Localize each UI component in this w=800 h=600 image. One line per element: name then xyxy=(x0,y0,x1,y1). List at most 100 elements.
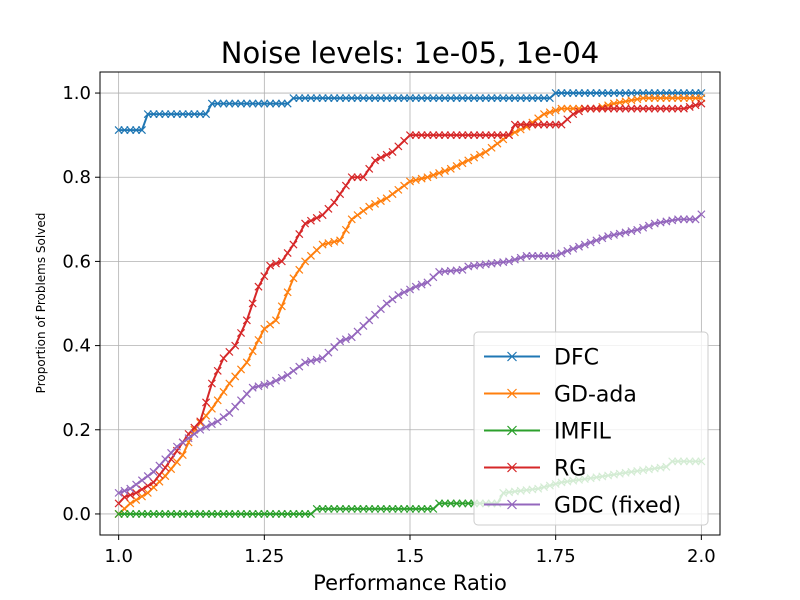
marker-x xyxy=(452,161,461,171)
marker-x xyxy=(405,177,415,186)
marker-x xyxy=(507,388,517,399)
marker-x xyxy=(260,380,269,389)
legend-item-gd-ada: GD-ada xyxy=(484,383,637,408)
series-gdc-fixed xyxy=(114,210,706,497)
marker-x xyxy=(172,110,181,119)
marker-x xyxy=(207,420,216,429)
marker-x xyxy=(371,156,380,165)
marker-x xyxy=(481,94,490,103)
marker-x xyxy=(365,94,374,103)
marker-x xyxy=(592,89,601,98)
marker-x xyxy=(202,422,211,431)
marker-x xyxy=(633,225,642,234)
marker-x xyxy=(411,131,420,140)
marker-x xyxy=(219,387,228,396)
marker-x xyxy=(417,174,426,183)
marker-x xyxy=(365,164,374,173)
marker-x xyxy=(289,240,298,249)
marker-x xyxy=(248,299,257,308)
marker-x xyxy=(260,509,269,518)
marker-x xyxy=(394,504,403,513)
marker-x xyxy=(196,110,205,119)
marker-x xyxy=(190,509,199,518)
marker-x xyxy=(318,240,327,249)
marker-x xyxy=(440,499,449,508)
marker-x xyxy=(353,211,362,220)
marker-x xyxy=(464,499,473,508)
marker-x xyxy=(639,104,648,113)
y-tick-label: 0.2 xyxy=(62,420,91,441)
marker-x xyxy=(458,265,467,274)
marker-x xyxy=(429,171,438,180)
marker-x xyxy=(458,159,467,168)
marker-x xyxy=(557,89,566,98)
marker-x xyxy=(679,104,688,113)
marker-x xyxy=(446,499,455,508)
marker-x xyxy=(510,255,519,264)
marker-x xyxy=(341,335,350,344)
marker-x xyxy=(149,467,158,476)
y-tick-label: 0.8 xyxy=(62,167,91,188)
y-tick-label: 1.0 xyxy=(62,83,91,104)
legend-item-rg: RG xyxy=(484,457,586,482)
marker-x xyxy=(207,99,216,108)
marker-x xyxy=(167,110,176,119)
legend-label: DFC xyxy=(554,346,599,371)
marker-x xyxy=(341,225,350,234)
marker-x xyxy=(388,94,397,103)
marker-x xyxy=(295,94,304,103)
marker-x xyxy=(312,94,321,103)
marker-x xyxy=(621,89,630,98)
marker-x xyxy=(417,280,426,289)
marker-x xyxy=(132,488,141,497)
marker-x xyxy=(388,504,397,513)
marker-x xyxy=(271,376,281,385)
marker-x xyxy=(172,458,181,467)
marker-x xyxy=(516,253,525,262)
marker-x xyxy=(569,89,578,98)
marker-x xyxy=(528,251,537,260)
marker-x xyxy=(697,210,706,219)
marker-x xyxy=(539,110,549,119)
marker-x xyxy=(679,94,688,103)
marker-x xyxy=(213,509,222,518)
marker-x xyxy=(574,89,584,98)
marker-x xyxy=(213,99,222,108)
x-tick-label: 1.5 xyxy=(396,546,425,567)
marker-x xyxy=(283,248,292,258)
marker-x xyxy=(475,94,484,103)
marker-x xyxy=(371,94,380,103)
y-tick-label: 0.0 xyxy=(62,504,91,525)
marker-x xyxy=(324,239,333,248)
marker-x xyxy=(196,509,205,518)
marker-x xyxy=(225,408,234,417)
marker-x xyxy=(143,472,152,481)
marker-x xyxy=(411,504,420,513)
marker-x xyxy=(289,366,298,375)
marker-x xyxy=(306,94,315,103)
marker-x xyxy=(231,372,240,381)
marker-x xyxy=(534,114,543,123)
marker-x xyxy=(376,153,385,162)
marker-x xyxy=(604,89,613,98)
marker-x xyxy=(551,106,560,115)
marker-x xyxy=(507,425,517,436)
marker-x xyxy=(440,166,449,175)
marker-x xyxy=(417,131,426,140)
y-axis-label: Proportion of Problems Solved xyxy=(34,213,48,394)
marker-x xyxy=(137,476,146,485)
marker-x xyxy=(475,150,484,159)
marker-x xyxy=(301,94,310,103)
marker-x xyxy=(685,102,694,111)
marker-x xyxy=(405,285,415,294)
marker-x xyxy=(510,94,519,103)
marker-x xyxy=(644,221,653,230)
marker-x xyxy=(114,509,123,518)
marker-x xyxy=(371,504,380,513)
marker-x xyxy=(674,94,683,103)
marker-x xyxy=(277,99,286,108)
marker-x xyxy=(277,509,286,518)
marker-x xyxy=(336,236,345,245)
marker-x xyxy=(359,173,368,182)
marker-x xyxy=(178,110,187,119)
